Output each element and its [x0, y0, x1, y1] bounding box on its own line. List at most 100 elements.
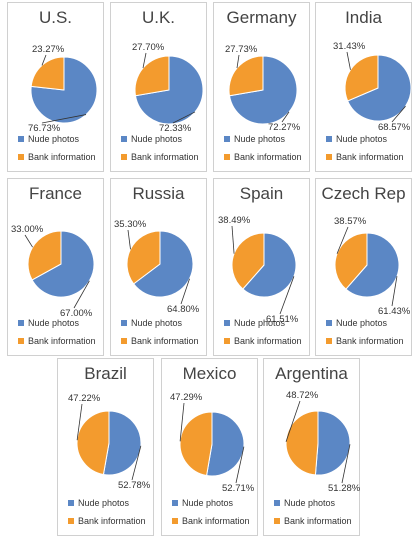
legend-label: Bank information [336, 152, 404, 162]
pie-chart: 52.71% 47.29% [170, 392, 255, 494]
chart-title: Argentina [275, 364, 348, 383]
data-label-bank-information: 27.73% [225, 44, 258, 55]
legend-item-bank-information: Bank information [68, 512, 146, 530]
leader-line [391, 105, 406, 123]
data-label-bank-information: 38.57% [334, 216, 367, 227]
legend-swatch [18, 338, 24, 344]
legend: Nude photos Bank information [121, 314, 199, 350]
slice-bank-information [228, 55, 264, 97]
legend-label: Nude photos [131, 134, 183, 144]
chart-panel-russia: Russia 64.80% 35.30% Nude photos Bank inform… [110, 178, 207, 356]
data-label-nude-photos: 64.80% [167, 304, 200, 315]
legend-item-nude-photos: Nude photos [121, 314, 199, 332]
legend-label: Bank information [131, 336, 199, 346]
legend-item-nude-photos: Nude photos [68, 494, 146, 512]
chart-title: U.K. [141, 8, 176, 27]
legend-label: Bank information [28, 152, 96, 162]
legend-label: Nude photos [182, 498, 234, 508]
legend-swatch [121, 320, 127, 326]
data-label-bank-information: 27.70% [132, 42, 165, 53]
legend-swatch [18, 320, 24, 326]
legend-item-bank-information: Bank information [18, 148, 96, 166]
data-label-bank-information: 47.29% [170, 392, 203, 403]
pie-chart: 68.57% 31.43% [333, 41, 412, 133]
legend-label: Bank information [284, 516, 352, 526]
pie-chart: 52.78% 47.22% [68, 393, 151, 491]
legend-swatch [224, 320, 230, 326]
slice-nude-photos [31, 230, 95, 298]
legend-label: Bank information [28, 336, 96, 346]
leader-line [179, 402, 185, 442]
data-label-bank-information: 38.49% [218, 215, 251, 226]
legend-swatch [172, 500, 178, 506]
legend-swatch [274, 500, 280, 506]
legend-item-bank-information: Bank information [121, 332, 199, 350]
legend-item-bank-information: Bank information [172, 512, 250, 530]
data-label-nude-photos: 72.27% [268, 122, 301, 133]
data-label-nude-photos: 76.73% [28, 123, 61, 134]
legend-label: Nude photos [234, 134, 286, 144]
legend-label: Nude photos [234, 318, 286, 328]
legend: Nude photos Bank information [224, 314, 302, 350]
legend-item-bank-information: Bank information [274, 512, 352, 530]
chart-panel-france: France 67.00% 33.00% Nude photos Bank inform… [7, 178, 104, 356]
legend-label: Nude photos [28, 318, 80, 328]
legend-swatch [326, 136, 332, 142]
legend: Nude photos Bank information [172, 494, 250, 530]
data-label-bank-information: 48.72% [286, 390, 319, 401]
legend-label: Nude photos [28, 134, 80, 144]
leader-line [231, 225, 235, 254]
legend-label: Nude photos [78, 498, 130, 508]
data-label-nude-photos: 61.51% [266, 314, 299, 325]
chart-title: Brazil [84, 364, 127, 383]
data-label-nude-photos: 67.00% [60, 308, 93, 319]
pie-chart: 76.73% 23.27% [28, 44, 98, 134]
legend: Nude photos Bank information [326, 130, 404, 166]
legend: Nude photos Bank information [121, 130, 199, 166]
legend-swatch [224, 154, 230, 160]
pie-chart: 72.27% 27.73% [225, 44, 301, 133]
data-label-bank-information: 47.22% [68, 393, 101, 404]
chart-title: U.S. [38, 8, 73, 27]
legend: Nude photos Bank information [18, 130, 96, 166]
data-label-nude-photos: 68.57% [378, 122, 411, 133]
legend-label: Nude photos [336, 318, 388, 328]
data-label-bank-information: 23.27% [32, 44, 65, 55]
slice-nude-photos [314, 410, 351, 476]
data-label-nude-photos: 61.43% [378, 306, 411, 317]
legend-label: Bank information [234, 336, 302, 346]
leader-line [73, 280, 90, 309]
chart-panel-u-s: U.S. 76.73% 23.27% Nude photos Bank informat… [7, 2, 104, 172]
legend-item-nude-photos: Nude photos [326, 314, 404, 332]
chart-panel-argentina: Argentina 51.28% 48.72% Nude photos Bank inf… [263, 358, 361, 536]
leader-line [131, 445, 142, 481]
chart-panel-u-k: U.K. 72.33% 27.70% Nude photos Bank informat… [110, 2, 207, 172]
data-label-nude-photos: 52.78% [118, 480, 151, 491]
leader-line [236, 54, 240, 69]
leader-line [142, 52, 147, 69]
legend-swatch [18, 136, 24, 142]
leader-line [24, 234, 33, 248]
slice-nude-photos [132, 230, 194, 298]
legend-item-nude-photos: Nude photos [172, 494, 250, 512]
legend-label: Nude photos [336, 134, 388, 144]
legend: Nude photos Bank information [18, 314, 96, 350]
leader-line [76, 403, 83, 441]
data-label-bank-information: 33.00% [11, 224, 44, 235]
chart-title: Russia [132, 184, 185, 203]
legend-label: Bank information [131, 152, 199, 162]
chart-title: France [29, 184, 82, 203]
legend-item-bank-information: Bank information [326, 148, 404, 166]
legend-label: Bank information [78, 516, 146, 526]
pie-chart: 72.33% 27.70% [132, 42, 204, 134]
legend-item-nude-photos: Nude photos [121, 130, 199, 148]
leader-line [279, 276, 295, 315]
leader-line [281, 111, 290, 123]
slice-nude-photos [242, 232, 297, 298]
leader-line [341, 444, 351, 484]
legend-swatch [68, 500, 74, 506]
leader-line [180, 278, 190, 305]
data-label-bank-information: 35.30% [114, 219, 147, 230]
legend-swatch [121, 338, 127, 344]
legend-label: Bank information [182, 516, 250, 526]
